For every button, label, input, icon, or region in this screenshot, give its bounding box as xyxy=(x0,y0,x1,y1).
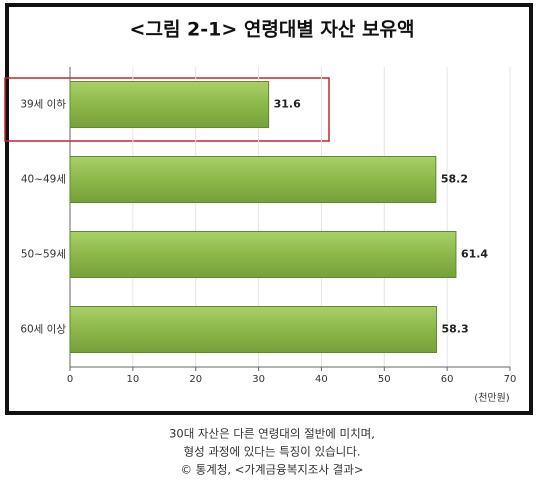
x-tick-label: 40 xyxy=(315,374,328,385)
data-label: 58.3 xyxy=(441,323,468,336)
caption: © 통계청, <가계금융복지조사 결과> xyxy=(181,463,364,477)
y-tick-label: 40~49세 xyxy=(21,174,66,186)
highlight-box xyxy=(4,77,330,142)
x-tick-label: 20 xyxy=(189,374,202,385)
bar xyxy=(69,231,457,278)
bar xyxy=(69,81,270,128)
x-tick-label: 0 xyxy=(67,374,73,385)
y-tick-label: 60세 이상 xyxy=(20,324,66,336)
bar xyxy=(69,306,437,353)
data-label: 61.4 xyxy=(461,248,488,261)
x-tick-label: 30 xyxy=(252,374,265,385)
x-tick-label: 10 xyxy=(126,374,139,385)
x-unit: (천만원) xyxy=(474,392,510,404)
x-tick-label: 50 xyxy=(378,374,391,385)
chart-title: <그림 2-1> 연령대별 자산 보유액 xyxy=(130,19,415,41)
y-tick-label: 39세 이하 xyxy=(20,98,66,111)
x-tick-label: 60 xyxy=(441,374,454,385)
data-label: 31.6 xyxy=(274,98,301,111)
y-tick-label: 50~59세 xyxy=(21,249,66,261)
data-label: 58.2 xyxy=(441,173,468,186)
caption: 형성 과정에 있다는 특징이 있습니다. xyxy=(184,445,361,459)
x-tick-label: 70 xyxy=(504,374,517,385)
caption: 30대 자산은 다른 연령대의 절반에 미치며, xyxy=(169,427,375,441)
bar xyxy=(69,156,437,203)
